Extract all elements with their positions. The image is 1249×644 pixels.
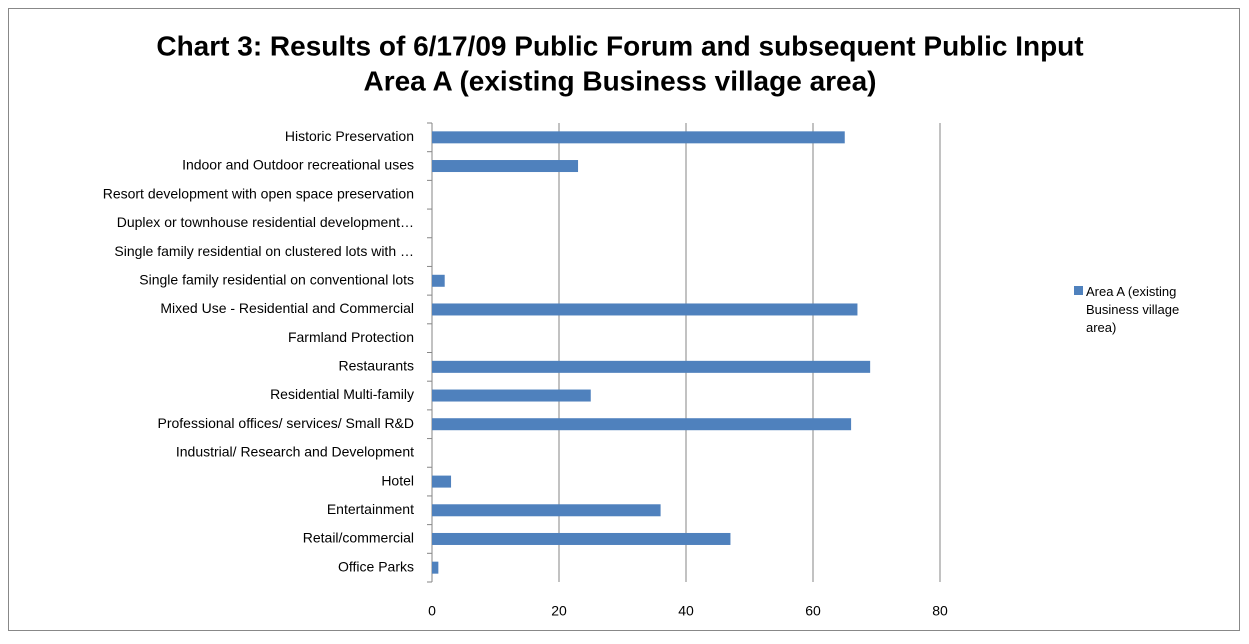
bar	[432, 389, 591, 402]
bar	[432, 131, 845, 144]
y-tick-label: Resort development with open space prese…	[103, 185, 414, 201]
x-tick-label: 80	[932, 603, 948, 619]
y-tick-label: Historic Preservation	[285, 128, 414, 144]
chart-title: Chart 3: Results of 6/17/09 Public Forum…	[156, 30, 1083, 61]
bar	[432, 160, 579, 173]
y-tick-label: Single family residential on conventiona…	[139, 271, 414, 287]
y-tick-label: Professional offices/ services/ Small R&…	[158, 415, 415, 431]
y-tick-label: Farmland Protection	[288, 329, 414, 345]
chart-title: Area A (existing Business village area)	[363, 65, 876, 96]
bar	[432, 475, 452, 488]
x-tick-label: 20	[551, 603, 567, 619]
bar	[432, 360, 871, 373]
y-tick-label: Residential Multi-family	[270, 386, 414, 402]
y-tick-label: Industrial/ Research and Development	[176, 444, 414, 460]
x-tick-label: 60	[805, 603, 821, 619]
y-tick-label: Hotel	[381, 472, 414, 488]
y-tick-label: Office Parks	[338, 558, 414, 574]
bar	[432, 418, 852, 431]
y-tick-label: Indoor and Outdoor recreational uses	[182, 157, 414, 173]
x-tick-label: 0	[428, 603, 436, 619]
y-tick-label: Entertainment	[327, 501, 414, 517]
y-tick-label: Duplex or townhouse residential developm…	[117, 214, 414, 230]
x-tick-label: 40	[678, 603, 694, 619]
bar	[432, 274, 445, 287]
legend-label: Area A (existing Business village area)	[1086, 284, 1180, 335]
bar	[432, 303, 858, 316]
legend-swatch	[1074, 286, 1083, 295]
bar	[432, 504, 661, 517]
chart-border	[8, 8, 1240, 631]
y-tick-label: Restaurants	[339, 358, 414, 374]
bar	[432, 561, 439, 574]
y-tick-label: Single family residential on clustered l…	[114, 243, 414, 259]
bar	[432, 532, 731, 545]
y-tick-label: Retail/commercial	[303, 530, 414, 546]
y-tick-label: Mixed Use - Residential and Commercial	[160, 300, 414, 316]
